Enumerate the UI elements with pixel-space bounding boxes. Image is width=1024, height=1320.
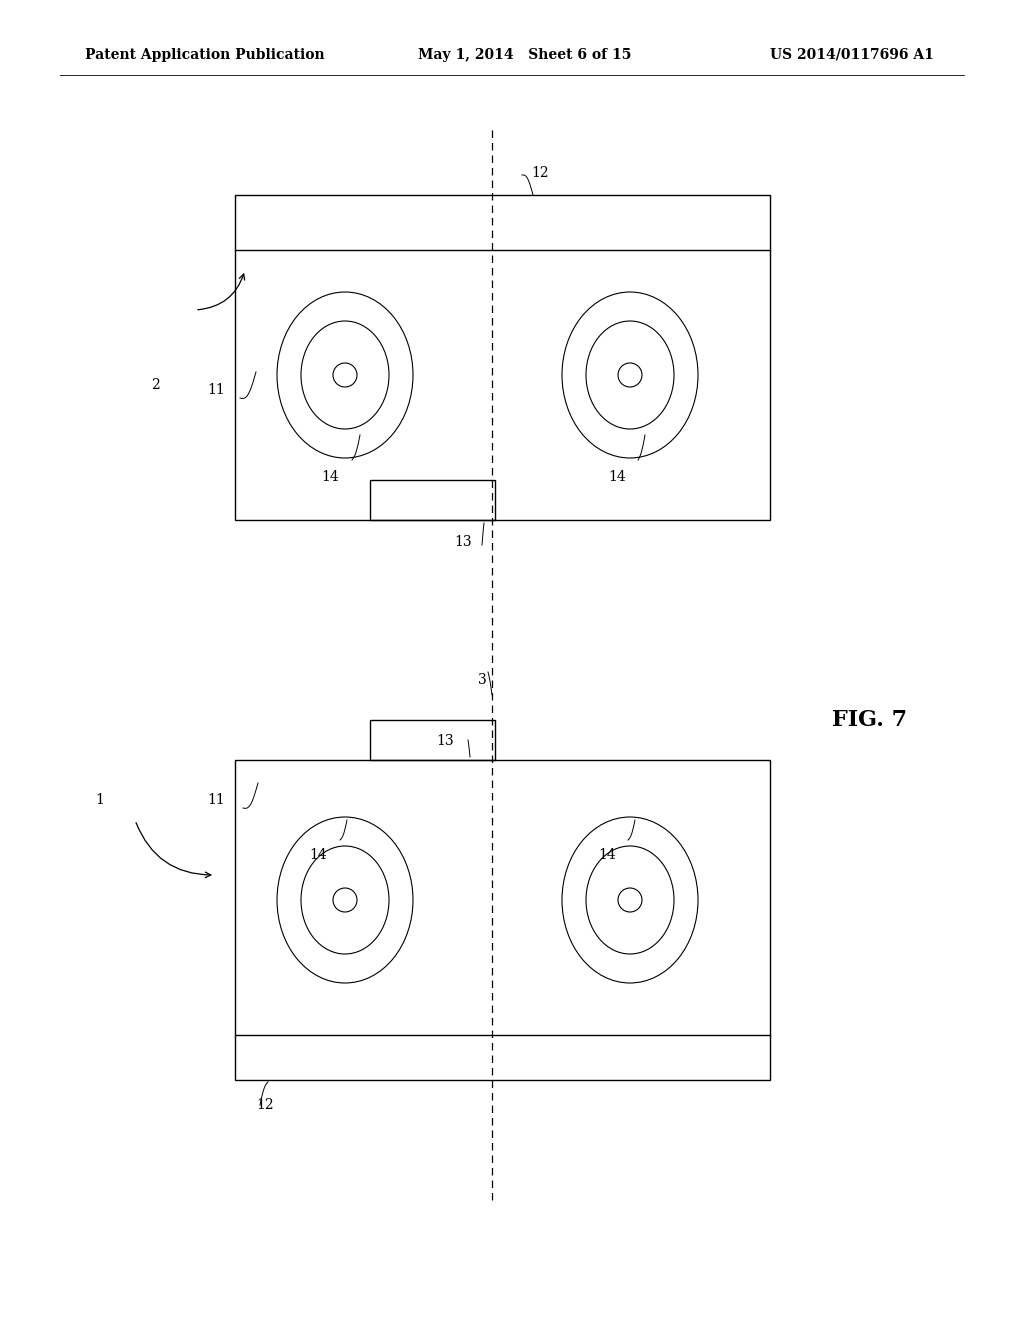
Text: FIG. 7: FIG. 7: [833, 709, 907, 731]
Text: May 1, 2014   Sheet 6 of 15: May 1, 2014 Sheet 6 of 15: [418, 48, 632, 62]
Text: 14: 14: [598, 847, 615, 862]
Bar: [370, 719, 495, 760]
Text: 11: 11: [207, 793, 225, 807]
Text: US 2014/0117696 A1: US 2014/0117696 A1: [770, 48, 934, 62]
Text: 14: 14: [309, 847, 327, 862]
Text: Patent Application Publication: Patent Application Publication: [85, 48, 325, 62]
Text: 3: 3: [478, 673, 487, 686]
Text: 1: 1: [95, 793, 104, 807]
Text: 12: 12: [256, 1098, 273, 1111]
Bar: [234, 195, 770, 520]
Text: 13: 13: [436, 734, 454, 748]
Text: 13: 13: [455, 535, 472, 549]
Bar: [370, 480, 495, 520]
Text: 14: 14: [608, 470, 626, 484]
Text: 12: 12: [531, 166, 549, 180]
Bar: [234, 760, 770, 1080]
Text: 11: 11: [207, 383, 225, 397]
Text: 14: 14: [322, 470, 339, 484]
Text: 2: 2: [151, 378, 160, 392]
